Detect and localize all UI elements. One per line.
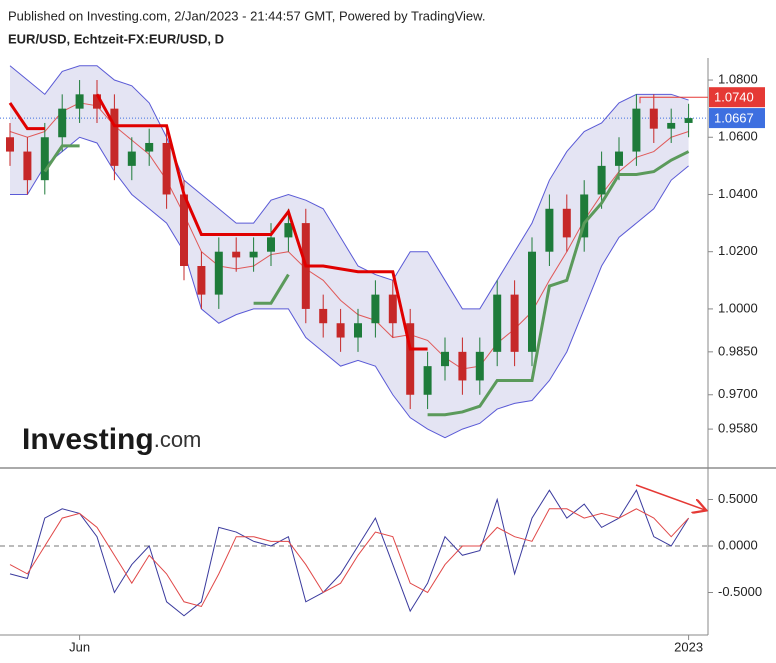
candle-body — [180, 194, 188, 267]
candle-body — [284, 223, 293, 238]
candle-body — [6, 137, 14, 152]
candle-body — [423, 366, 432, 395]
candle-body — [441, 351, 449, 367]
price-tag — [709, 108, 765, 129]
candle-body — [145, 142, 154, 152]
candle-body — [354, 323, 362, 338]
candle-body — [267, 237, 275, 252]
candle-body — [110, 108, 119, 166]
high-level-line — [639, 96, 708, 104]
logo-brand: Investing — [22, 423, 154, 456]
candle-body — [684, 118, 693, 123]
y-tick-label: 1.0800 — [718, 71, 758, 86]
y-tick-label: 0.0000 — [718, 537, 758, 552]
logo-suffix: .com — [154, 427, 202, 452]
candle-body — [371, 294, 380, 324]
y-tick-label: 1.0000 — [718, 300, 758, 315]
y-tick-label: 0.9850 — [718, 343, 758, 358]
candle-body — [580, 194, 589, 238]
y-tick-label: 1.0200 — [718, 243, 758, 258]
logo: Investing.com — [22, 423, 201, 456]
series-line — [9, 508, 689, 608]
candle-body — [649, 108, 658, 129]
y-tick-label: 1.0400 — [718, 186, 758, 201]
series-line — [9, 489, 690, 617]
candle-body — [75, 94, 84, 109]
published-note: Published on Investing.com, 2/Jan/2023 -… — [8, 8, 485, 23]
candle-body — [214, 251, 223, 295]
candle-body — [58, 108, 67, 138]
candle-body — [232, 251, 241, 258]
y-tick-label: 0.9580 — [718, 421, 758, 436]
candle-body — [319, 308, 328, 324]
y-tick-label: 0.5000 — [718, 491, 758, 506]
price-tag-label: 1.0667 — [714, 111, 754, 126]
candle-body — [667, 122, 676, 129]
price-pane — [0, 65, 708, 439]
candle-body — [545, 208, 554, 252]
candle-body — [40, 137, 49, 181]
candle-body — [458, 351, 467, 381]
candle-body — [406, 323, 415, 395]
candle-body — [615, 151, 623, 166]
trend-arrow — [635, 484, 705, 510]
series-line — [9, 65, 689, 310]
y-tick-label: 1.0600 — [718, 129, 758, 144]
candle-body — [493, 294, 502, 352]
candle-body — [632, 108, 641, 152]
candle-body — [93, 94, 101, 109]
candle-body — [162, 142, 171, 195]
y-tick-label: 0.9700 — [718, 386, 758, 401]
series-line — [43, 144, 690, 417]
candle-body — [23, 151, 32, 181]
axes: 1.0800 1.0600 1.0400 1.0200 1.0000 0.9850 0.97… — [0, 58, 776, 654]
candle-body — [562, 208, 571, 238]
symbol-title: EUR/USD, Echtzeit-FX:EUR/USD, D — [8, 31, 224, 46]
candle-body — [249, 251, 258, 258]
x-tick-label: Jun — [69, 639, 90, 654]
x-tick-label: 2023 — [674, 639, 703, 654]
price-tag — [709, 87, 765, 108]
candle-body — [127, 151, 136, 166]
candle-body — [388, 294, 397, 324]
candle-body — [528, 251, 536, 352]
series-line — [9, 102, 689, 370]
oscillator-pane — [0, 489, 708, 617]
candle-body — [597, 165, 606, 195]
series-line — [10, 136, 689, 439]
candle-body — [475, 351, 484, 381]
candle-body — [510, 294, 519, 352]
candle-body — [197, 266, 206, 295]
y-tick-label: -0.5000 — [718, 584, 762, 599]
candle-body — [336, 323, 345, 338]
price-tag-label: 1.0740 — [714, 90, 754, 105]
